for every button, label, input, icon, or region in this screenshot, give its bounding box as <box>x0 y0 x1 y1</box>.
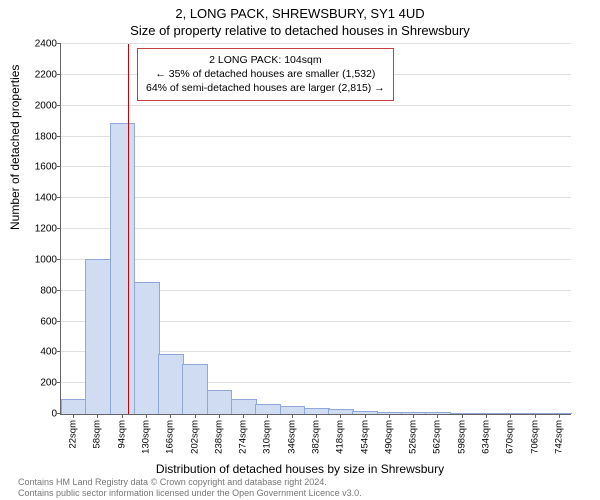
x-tick-mark <box>170 414 171 418</box>
x-tick-label: 742sqm <box>553 420 564 454</box>
x-tick-label: 346sqm <box>286 420 297 454</box>
x-tick-label: 238sqm <box>213 420 224 454</box>
x-tick-label: 562sqm <box>432 420 443 454</box>
histogram-bar <box>182 364 208 414</box>
x-tick-label: 202sqm <box>189 420 200 454</box>
x-tick-label: 130sqm <box>141 420 152 454</box>
x-tick-label: 490sqm <box>383 420 394 454</box>
x-tick-mark <box>535 414 536 418</box>
title-super: 2, LONG PACK, SHREWSBURY, SY1 4UD <box>0 0 600 21</box>
gridline-h <box>61 105 571 106</box>
x-tick-mark <box>73 414 74 418</box>
x-tick-mark <box>219 414 220 418</box>
x-tick-label: 58sqm <box>92 420 103 449</box>
y-tick-label: 1000 <box>35 254 61 265</box>
y-tick-label: 800 <box>40 285 61 296</box>
y-tick-label: 1200 <box>35 224 61 235</box>
gridline-h <box>61 166 571 167</box>
x-tick-label: 670sqm <box>505 420 516 454</box>
x-tick-mark <box>510 414 511 418</box>
gridline-h <box>61 259 571 260</box>
x-tick-mark <box>462 414 463 418</box>
x-tick-label: 22sqm <box>68 420 79 449</box>
histogram-bar <box>158 354 184 414</box>
x-tick-label: 166sqm <box>165 420 176 454</box>
y-tick-label: 600 <box>40 316 61 327</box>
reference-line <box>128 44 129 414</box>
y-tick-label: 2200 <box>35 69 61 80</box>
chart-container: 2, LONG PACK, SHREWSBURY, SY1 4UD Size o… <box>0 0 600 500</box>
footer-line-2: Contains public sector information licen… <box>18 488 362 498</box>
x-tick-label: 598sqm <box>456 420 467 454</box>
x-tick-label: 634sqm <box>481 420 492 454</box>
annotation-line-1: 2 LONG PACK: 104sqm <box>146 53 385 67</box>
histogram-bar <box>255 404 281 414</box>
x-tick-label: 706sqm <box>529 420 540 454</box>
y-tick-label: 1400 <box>35 193 61 204</box>
histogram-bar <box>110 123 136 414</box>
y-tick-label: 1600 <box>35 162 61 173</box>
x-tick-label: 94sqm <box>116 420 127 449</box>
y-tick-label: 400 <box>40 347 61 358</box>
x-tick-mark <box>413 414 414 418</box>
x-tick-mark <box>267 414 268 418</box>
y-tick-label: 2400 <box>35 39 61 50</box>
x-tick-mark <box>437 414 438 418</box>
attribution-footer: Contains HM Land Registry data © Crown c… <box>18 477 362 498</box>
x-axis-label: Distribution of detached houses by size … <box>0 462 600 476</box>
annotation-line-2: ← 35% of detached houses are smaller (1,… <box>146 67 385 81</box>
gridline-h <box>61 197 571 198</box>
x-tick-mark <box>195 414 196 418</box>
x-tick-label: 454sqm <box>359 420 370 454</box>
histogram-bar <box>61 399 87 414</box>
histogram-bar <box>231 399 257 414</box>
x-tick-label: 310sqm <box>262 420 273 454</box>
x-tick-mark <box>243 414 244 418</box>
x-tick-mark <box>97 414 98 418</box>
x-tick-mark <box>486 414 487 418</box>
annotation-box: 2 LONG PACK: 104sqm← 35% of detached hou… <box>137 48 394 101</box>
gridline-h <box>61 228 571 229</box>
y-tick-label: 200 <box>40 378 61 389</box>
x-tick-mark <box>559 414 560 418</box>
gridline-h <box>61 43 571 44</box>
x-tick-label: 382sqm <box>311 420 322 454</box>
y-tick-label: 1800 <box>35 131 61 142</box>
x-tick-label: 418sqm <box>335 420 346 454</box>
y-axis-label: Number of detached properties <box>8 65 22 230</box>
x-tick-mark <box>365 414 366 418</box>
histogram-bar <box>134 282 160 414</box>
x-tick-mark <box>292 414 293 418</box>
x-tick-mark <box>122 414 123 418</box>
histogram-bar <box>85 259 111 414</box>
histogram-bar <box>280 406 306 414</box>
title-main: Size of property relative to detached ho… <box>0 21 600 38</box>
plot-area: 0200400600800100012001400160018002000220… <box>60 44 571 415</box>
x-tick-mark <box>316 414 317 418</box>
y-tick-label: 0 <box>51 409 61 420</box>
gridline-h <box>61 136 571 137</box>
histogram-bar <box>207 390 233 414</box>
x-tick-label: 274sqm <box>238 420 249 454</box>
annotation-line-3: 64% of semi-detached houses are larger (… <box>146 81 385 95</box>
x-tick-mark <box>146 414 147 418</box>
footer-line-1: Contains HM Land Registry data © Crown c… <box>18 477 362 487</box>
x-tick-label: 526sqm <box>408 420 419 454</box>
y-tick-label: 2000 <box>35 100 61 111</box>
x-tick-mark <box>389 414 390 418</box>
x-tick-mark <box>340 414 341 418</box>
